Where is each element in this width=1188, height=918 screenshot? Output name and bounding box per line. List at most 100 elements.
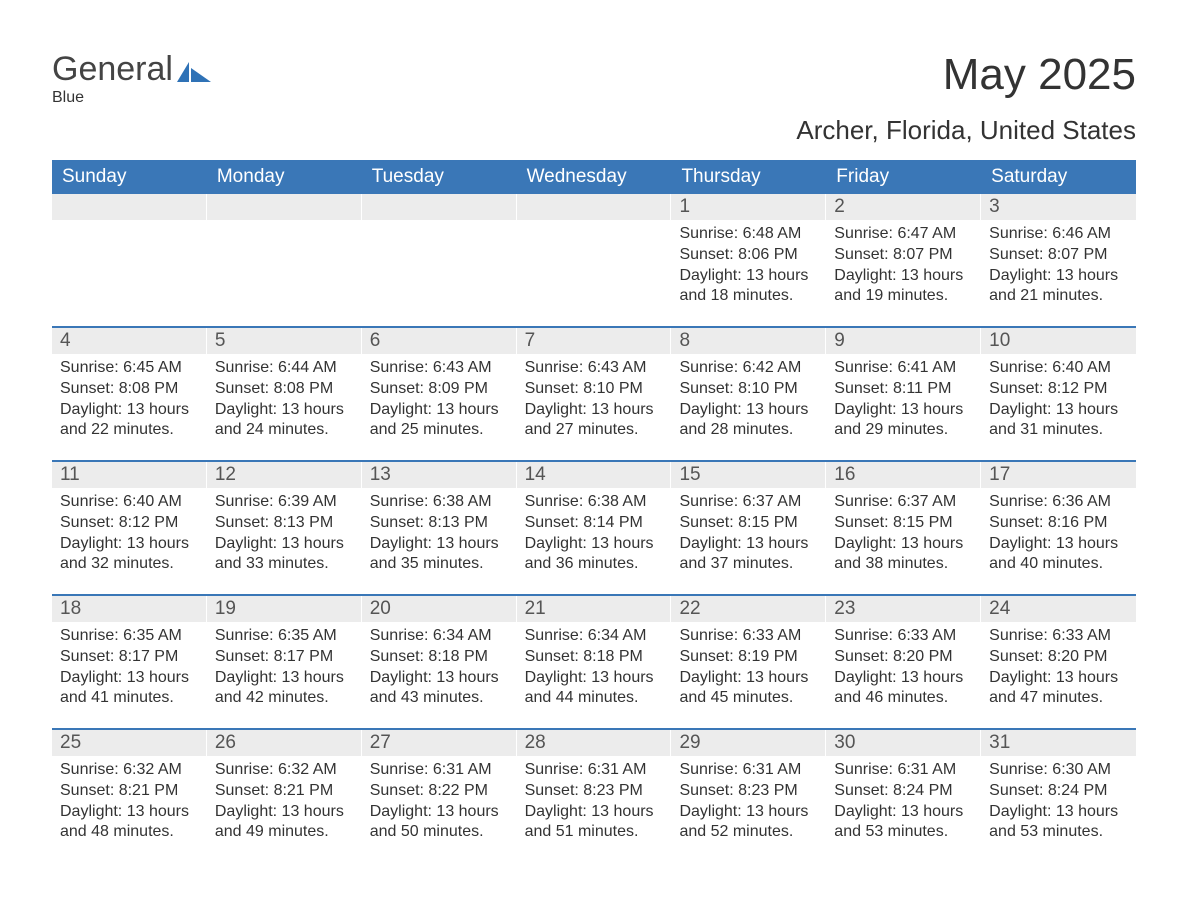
sunrise-line: Sunrise: 6:46 AM bbox=[989, 224, 1128, 245]
sunrise-line: Sunrise: 6:34 AM bbox=[525, 626, 664, 647]
day-cell: 9Sunrise: 6:41 AMSunset: 8:11 PMDaylight… bbox=[826, 328, 981, 460]
day-cell bbox=[517, 194, 672, 326]
day-cell: 3Sunrise: 6:46 AMSunset: 8:07 PMDaylight… bbox=[981, 194, 1136, 326]
day-number: 23 bbox=[826, 596, 981, 622]
sunset-line: Sunset: 8:13 PM bbox=[370, 513, 509, 534]
daylight-line: Daylight: 13 hours and 18 minutes. bbox=[679, 266, 818, 308]
sunrise-line: Sunrise: 6:36 AM bbox=[989, 492, 1128, 513]
sunset-line: Sunset: 8:20 PM bbox=[989, 647, 1128, 668]
day-header: Tuesday bbox=[362, 160, 517, 194]
sunrise-line: Sunrise: 6:43 AM bbox=[525, 358, 664, 379]
day-number: 21 bbox=[517, 596, 672, 622]
day-number: 6 bbox=[362, 328, 517, 354]
sunrise-line: Sunrise: 6:33 AM bbox=[679, 626, 818, 647]
daylight-line: Daylight: 13 hours and 51 minutes. bbox=[525, 802, 664, 844]
day-body: Sunrise: 6:30 AMSunset: 8:24 PMDaylight:… bbox=[981, 756, 1136, 843]
sunrise-line: Sunrise: 6:31 AM bbox=[525, 760, 664, 781]
sunset-line: Sunset: 8:21 PM bbox=[60, 781, 199, 802]
day-number: 25 bbox=[52, 730, 207, 756]
sunrise-line: Sunrise: 6:40 AM bbox=[989, 358, 1128, 379]
day-number: 27 bbox=[362, 730, 517, 756]
day-cell: 23Sunrise: 6:33 AMSunset: 8:20 PMDayligh… bbox=[826, 596, 981, 728]
day-cell: 14Sunrise: 6:38 AMSunset: 8:14 PMDayligh… bbox=[517, 462, 672, 594]
sunset-line: Sunset: 8:23 PM bbox=[525, 781, 664, 802]
day-number: 13 bbox=[362, 462, 517, 488]
daylight-line: Daylight: 13 hours and 50 minutes. bbox=[370, 802, 509, 844]
day-number: 19 bbox=[207, 596, 362, 622]
sunset-line: Sunset: 8:10 PM bbox=[525, 379, 664, 400]
day-body: Sunrise: 6:46 AMSunset: 8:07 PMDaylight:… bbox=[981, 220, 1136, 307]
day-body: Sunrise: 6:32 AMSunset: 8:21 PMDaylight:… bbox=[52, 756, 207, 843]
day-header: Sunday bbox=[52, 160, 207, 194]
daylight-line: Daylight: 13 hours and 46 minutes. bbox=[834, 668, 973, 710]
day-body: Sunrise: 6:31 AMSunset: 8:24 PMDaylight:… bbox=[826, 756, 981, 843]
title-block: May 2025 bbox=[943, 50, 1136, 100]
day-number: 20 bbox=[362, 596, 517, 622]
sunrise-line: Sunrise: 6:40 AM bbox=[60, 492, 199, 513]
sunset-line: Sunset: 8:22 PM bbox=[370, 781, 509, 802]
daylight-line: Daylight: 13 hours and 27 minutes. bbox=[525, 400, 664, 442]
day-cell: 6Sunrise: 6:43 AMSunset: 8:09 PMDaylight… bbox=[362, 328, 517, 460]
calendar: Sunday Monday Tuesday Wednesday Thursday… bbox=[52, 160, 1136, 862]
day-number: 8 bbox=[671, 328, 826, 354]
day-number: 7 bbox=[517, 328, 672, 354]
sunrise-line: Sunrise: 6:35 AM bbox=[60, 626, 199, 647]
daylight-line: Daylight: 13 hours and 49 minutes. bbox=[215, 802, 354, 844]
day-cell: 5Sunrise: 6:44 AMSunset: 8:08 PMDaylight… bbox=[207, 328, 362, 460]
day-body: Sunrise: 6:33 AMSunset: 8:20 PMDaylight:… bbox=[981, 622, 1136, 709]
daylight-line: Daylight: 13 hours and 41 minutes. bbox=[60, 668, 199, 710]
day-number: 15 bbox=[671, 462, 826, 488]
day-body: Sunrise: 6:31 AMSunset: 8:23 PMDaylight:… bbox=[671, 756, 826, 843]
week-row: 11Sunrise: 6:40 AMSunset: 8:12 PMDayligh… bbox=[52, 460, 1136, 594]
day-cell: 27Sunrise: 6:31 AMSunset: 8:22 PMDayligh… bbox=[362, 730, 517, 862]
sunset-line: Sunset: 8:24 PM bbox=[989, 781, 1128, 802]
day-cell: 12Sunrise: 6:39 AMSunset: 8:13 PMDayligh… bbox=[207, 462, 362, 594]
sunrise-line: Sunrise: 6:48 AM bbox=[679, 224, 818, 245]
sunset-line: Sunset: 8:09 PM bbox=[370, 379, 509, 400]
day-body: Sunrise: 6:38 AMSunset: 8:13 PMDaylight:… bbox=[362, 488, 517, 575]
sunrise-line: Sunrise: 6:35 AM bbox=[215, 626, 354, 647]
day-number: 12 bbox=[207, 462, 362, 488]
month-title: May 2025 bbox=[943, 50, 1136, 100]
sunrise-line: Sunrise: 6:47 AM bbox=[834, 224, 973, 245]
sunrise-line: Sunrise: 6:33 AM bbox=[989, 626, 1128, 647]
day-number: 2 bbox=[826, 194, 981, 220]
sunrise-line: Sunrise: 6:38 AM bbox=[525, 492, 664, 513]
daylight-line: Daylight: 13 hours and 44 minutes. bbox=[525, 668, 664, 710]
daylight-line: Daylight: 13 hours and 24 minutes. bbox=[215, 400, 354, 442]
daylight-line: Daylight: 13 hours and 53 minutes. bbox=[834, 802, 973, 844]
sunrise-line: Sunrise: 6:32 AM bbox=[60, 760, 199, 781]
daylight-line: Daylight: 13 hours and 45 minutes. bbox=[679, 668, 818, 710]
sunset-line: Sunset: 8:18 PM bbox=[525, 647, 664, 668]
sunrise-line: Sunrise: 6:38 AM bbox=[370, 492, 509, 513]
day-header: Wednesday bbox=[517, 160, 672, 194]
day-body: Sunrise: 6:42 AMSunset: 8:10 PMDaylight:… bbox=[671, 354, 826, 441]
day-cell: 22Sunrise: 6:33 AMSunset: 8:19 PMDayligh… bbox=[671, 596, 826, 728]
daylight-line: Daylight: 13 hours and 21 minutes. bbox=[989, 266, 1128, 308]
day-number: 16 bbox=[826, 462, 981, 488]
day-body: Sunrise: 6:37 AMSunset: 8:15 PMDaylight:… bbox=[826, 488, 981, 575]
day-number: 3 bbox=[981, 194, 1136, 220]
day-number: 22 bbox=[671, 596, 826, 622]
day-body: Sunrise: 6:41 AMSunset: 8:11 PMDaylight:… bbox=[826, 354, 981, 441]
sunrise-line: Sunrise: 6:37 AM bbox=[834, 492, 973, 513]
sunset-line: Sunset: 8:17 PM bbox=[60, 647, 199, 668]
day-cell: 19Sunrise: 6:35 AMSunset: 8:17 PMDayligh… bbox=[207, 596, 362, 728]
day-cell: 13Sunrise: 6:38 AMSunset: 8:13 PMDayligh… bbox=[362, 462, 517, 594]
day-cell: 7 Sunrise: 6:43 AMSunset: 8:10 PMDaylight… bbox=[517, 328, 672, 460]
daylight-line: Daylight: 13 hours and 25 minutes. bbox=[370, 400, 509, 442]
sunset-line: Sunset: 8:06 PM bbox=[679, 245, 818, 266]
sunset-line: Sunset: 8:15 PM bbox=[834, 513, 973, 534]
day-body: Sunrise: 6:37 AMSunset: 8:15 PMDaylight:… bbox=[671, 488, 826, 575]
day-number: 4 bbox=[52, 328, 207, 354]
day-body: Sunrise: 6:34 AMSunset: 8:18 PMDaylight:… bbox=[362, 622, 517, 709]
day-cell: 21 Sunrise: 6:34 AMSunset: 8:18 PMDayligh… bbox=[517, 596, 672, 728]
day-number: 18 bbox=[52, 596, 207, 622]
day-body: Sunrise: 6:39 AMSunset: 8:13 PMDaylight:… bbox=[207, 488, 362, 575]
day-cell: 31Sunrise: 6:30 AMSunset: 8:24 PMDayligh… bbox=[981, 730, 1136, 862]
daylight-line: Daylight: 13 hours and 40 minutes. bbox=[989, 534, 1128, 576]
week-row: 25Sunrise: 6:32 AMSunset: 8:21 PMDayligh… bbox=[52, 728, 1136, 862]
daylight-line: Daylight: 13 hours and 36 minutes. bbox=[525, 534, 664, 576]
sunset-line: Sunset: 8:11 PM bbox=[834, 379, 973, 400]
day-body: Sunrise: 6:38 AMSunset: 8:14 PMDaylight:… bbox=[517, 488, 672, 575]
